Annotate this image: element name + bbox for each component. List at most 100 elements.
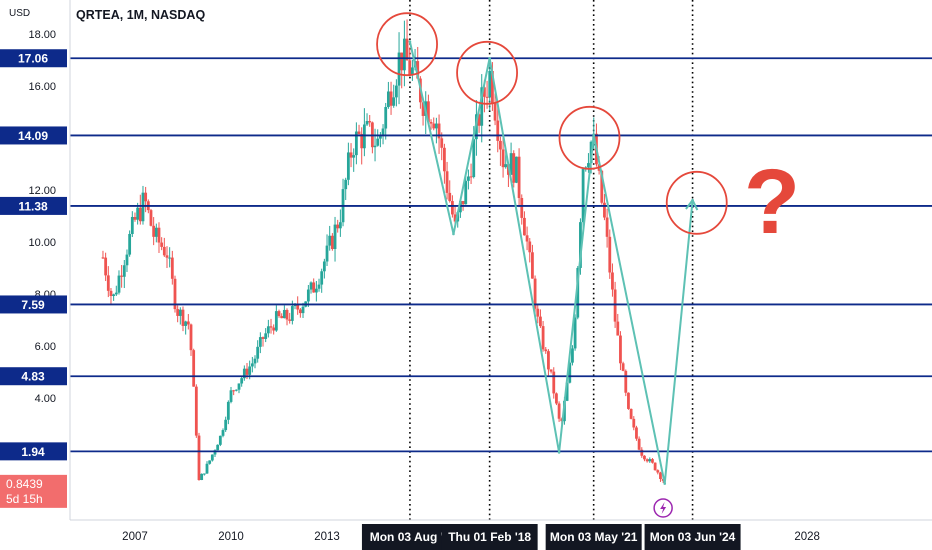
candle-body bbox=[653, 462, 657, 471]
candle-body bbox=[627, 392, 630, 409]
candle-body bbox=[312, 282, 316, 293]
candle-body bbox=[184, 321, 188, 326]
candle-body bbox=[392, 97, 396, 106]
candle-body bbox=[240, 378, 244, 384]
candle-body bbox=[645, 459, 649, 462]
candle-body bbox=[432, 123, 436, 129]
candle-body bbox=[112, 294, 116, 297]
candle-body bbox=[365, 121, 369, 125]
highlight-circle[interactable] bbox=[456, 40, 518, 105]
candle-body bbox=[555, 393, 558, 404]
date-marker-tag[interactable] bbox=[545, 524, 642, 550]
candle-body bbox=[210, 454, 214, 461]
candle-body bbox=[194, 386, 198, 436]
level-price-tag[interactable] bbox=[0, 49, 67, 68]
candle-body bbox=[224, 419, 228, 431]
candle-body bbox=[144, 192, 148, 202]
candle-body bbox=[496, 120, 500, 141]
highlight-circle[interactable] bbox=[665, 170, 728, 235]
candle-body bbox=[579, 222, 582, 268]
candle-body bbox=[448, 192, 452, 202]
candle-body bbox=[605, 217, 609, 237]
candle-body bbox=[643, 455, 646, 460]
level-price-tag[interactable] bbox=[0, 126, 67, 145]
date-marker-label: Mon 03 May '21 bbox=[550, 530, 638, 544]
candle-body bbox=[314, 288, 318, 293]
candle-body bbox=[381, 128, 385, 135]
candle-body bbox=[157, 227, 161, 243]
projection-line[interactable] bbox=[408, 41, 694, 484]
candle-body bbox=[461, 200, 465, 205]
candle-body bbox=[176, 309, 180, 316]
highlight-circle[interactable] bbox=[558, 105, 621, 170]
candle-body bbox=[357, 131, 361, 134]
candle-body bbox=[354, 131, 358, 156]
candle-body bbox=[635, 427, 638, 439]
candle-body bbox=[501, 149, 505, 168]
candle-body bbox=[629, 408, 633, 419]
candle-body bbox=[242, 368, 246, 379]
candle-body bbox=[539, 316, 542, 327]
level-price-tag[interactable] bbox=[0, 295, 67, 314]
candle-body bbox=[416, 61, 420, 79]
level-price-tag[interactable] bbox=[0, 367, 67, 386]
candle-body bbox=[405, 38, 409, 61]
projection-point bbox=[452, 232, 455, 236]
candle-body bbox=[109, 290, 113, 297]
candle-body bbox=[322, 261, 326, 272]
candle-body bbox=[232, 390, 236, 392]
candle-body bbox=[218, 435, 222, 445]
candle-body bbox=[504, 164, 508, 168]
highlight-circle[interactable] bbox=[376, 12, 438, 77]
date-marker-label: Mon 03 Jun '24 bbox=[650, 530, 736, 544]
price-tick-label: 12.00 bbox=[28, 185, 56, 197]
candle-body bbox=[552, 371, 556, 394]
candle-body bbox=[373, 145, 377, 148]
last-price-tag[interactable] bbox=[0, 474, 67, 508]
candle-body bbox=[125, 254, 129, 266]
candle-body bbox=[437, 123, 441, 139]
last-price-countdown: 5d 15h bbox=[6, 492, 43, 506]
candle-body bbox=[120, 275, 124, 277]
candle-body bbox=[483, 87, 486, 97]
projection-arrowhead bbox=[685, 198, 699, 211]
candle-body bbox=[384, 107, 388, 129]
candle-body bbox=[178, 309, 182, 316]
candle-body bbox=[509, 153, 513, 175]
candle-body bbox=[493, 103, 497, 121]
candle-body bbox=[410, 67, 414, 75]
candle-body bbox=[226, 401, 230, 420]
symbol-title[interactable]: QRTEA, 1M, NASDAQ bbox=[76, 8, 206, 22]
candle-body bbox=[549, 369, 553, 372]
currency-label: USD bbox=[9, 8, 31, 19]
candle-body bbox=[533, 278, 537, 309]
candle-body bbox=[512, 153, 516, 183]
level-price-tag[interactable] bbox=[0, 196, 67, 215]
candle-body bbox=[531, 252, 534, 279]
level-price-tag[interactable] bbox=[0, 442, 67, 461]
candle-body bbox=[237, 383, 241, 390]
candle-body bbox=[200, 473, 204, 480]
candle-body bbox=[565, 382, 569, 401]
candle-body bbox=[637, 438, 641, 450]
price-tick-label: 10.00 bbox=[28, 237, 56, 249]
date-marker-tag[interactable] bbox=[441, 524, 538, 550]
date-marker-tag[interactable] bbox=[644, 524, 741, 550]
candle-body bbox=[208, 460, 212, 464]
candle-body bbox=[261, 337, 265, 339]
candle-body bbox=[515, 156, 518, 183]
question-mark-annotation[interactable]: ? bbox=[744, 151, 800, 253]
candle-body bbox=[378, 134, 382, 139]
candle-body bbox=[651, 459, 654, 463]
candle-body bbox=[192, 350, 196, 387]
candle-body bbox=[402, 38, 406, 71]
projection-point bbox=[557, 451, 561, 454]
candle-body bbox=[130, 216, 134, 234]
candle-body bbox=[576, 267, 580, 318]
candle-body bbox=[440, 138, 444, 148]
candle-body bbox=[114, 292, 118, 295]
candle-body bbox=[122, 265, 126, 277]
candle-body bbox=[349, 152, 353, 158]
